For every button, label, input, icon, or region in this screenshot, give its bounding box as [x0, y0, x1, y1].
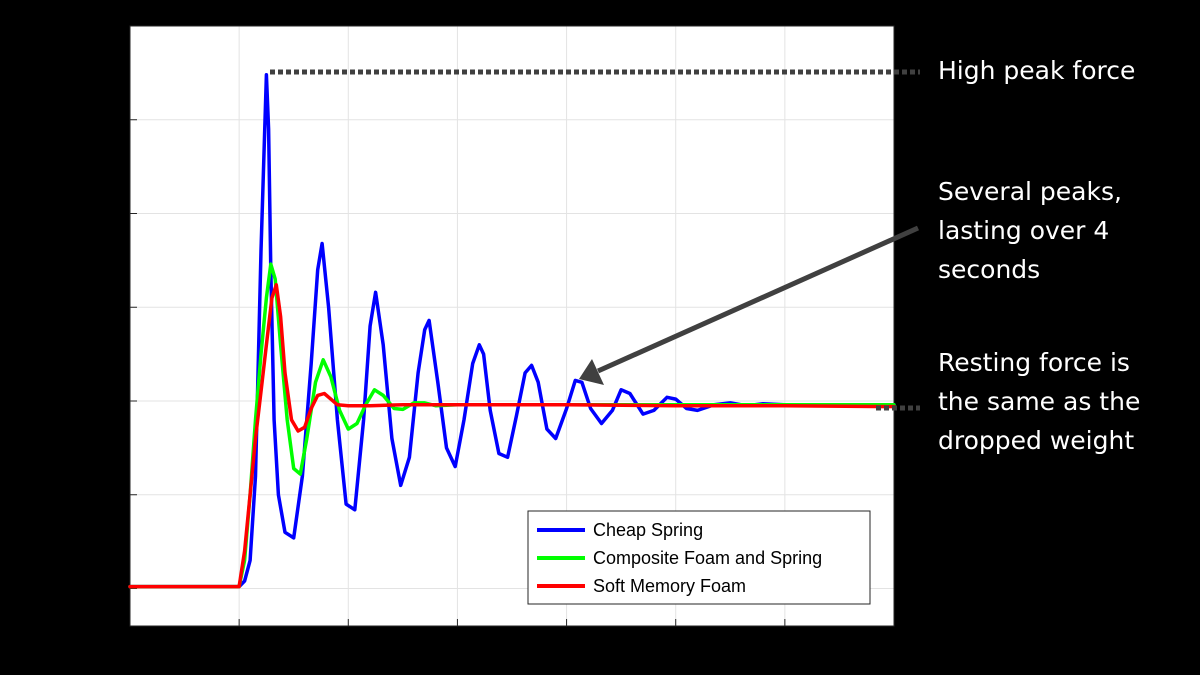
x-tick-label: 1 [343, 647, 354, 668]
legend: Cheap Spring Composite Foam and Spring Sof… [527, 510, 871, 605]
x-tick-label: 2 [452, 647, 463, 668]
x-tick-label: 3 [561, 647, 572, 668]
y-tick-label: 1500 [79, 298, 121, 319]
callout-several-peaks: Several peaks, lasting over 4 seconds [920, 160, 1172, 298]
tick-labels: -1 0 1 2 3 4 5 6 0 500 1000 1500 2000 2500 3000 [79, 17, 900, 668]
series-line-1 [128, 73, 896, 589]
annotation-leaders [270, 69, 920, 411]
peaks-arrow-head [579, 359, 604, 385]
y-tick-label: 2500 [79, 111, 121, 132]
x-tick-label: 6 [889, 647, 900, 668]
series-line-3 [128, 283, 896, 589]
x-tick-label: 0 [234, 647, 245, 668]
legend-label-1: Cheap Spring [593, 520, 703, 540]
y-tick-label: 1000 [79, 392, 121, 413]
axes [129, 25, 895, 627]
y-axis-label: Force (N) [35, 284, 57, 368]
legend-label-3: Soft Memory Foam [593, 576, 746, 596]
y-tick-label: 3000 [79, 17, 121, 38]
callout-resting-force: Resting force is the same as the dropped… [920, 325, 1172, 463]
x-tick-label: -1 [122, 647, 139, 668]
x-tick-label: 5 [780, 647, 791, 668]
series-lines [128, 73, 896, 589]
y-tick-label: 2000 [79, 205, 121, 226]
axes-box [129, 25, 895, 627]
peaks-arrow-line [596, 225, 920, 374]
y-tick-label: 0 [110, 580, 121, 601]
legend-label-2: Composite Foam and Spring [593, 548, 822, 568]
chart-title: Drop Event Force [429, 0, 596, 18]
x-tick-label: 4 [670, 647, 681, 668]
callout-high-peak: High peak force [920, 42, 1172, 100]
y-tick-label: 500 [89, 486, 121, 507]
